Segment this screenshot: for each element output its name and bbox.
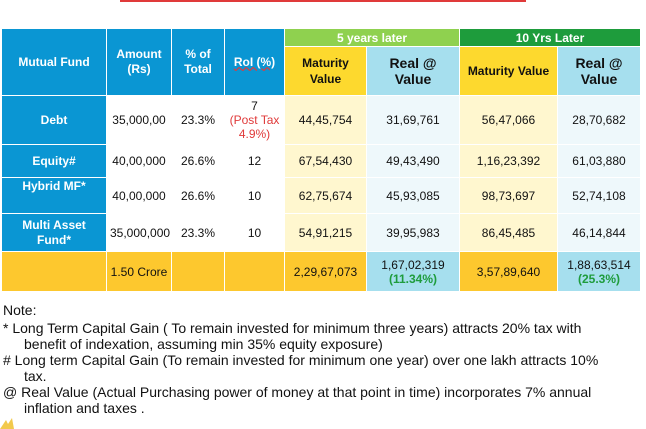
maturity-10y-cell: 98,73,697: [459, 177, 558, 214]
real-10y-cell: 46,14,844: [557, 213, 641, 252]
rol-header-text: RoI (%): [233, 54, 276, 69]
percent-cell: 26.6%: [171, 144, 225, 178]
total-real-10y-value: 1,88,63,514: [567, 257, 631, 272]
fund-column-header: Mutual Fund: [1, 28, 107, 96]
maturity-10y-header: Maturity Value: [459, 46, 558, 96]
rol-cell: 10: [224, 177, 285, 214]
fund-name: Debt: [1, 95, 107, 145]
real-5y-cell: 49,43,490: [366, 144, 460, 178]
fund-name: Hybrid MF*: [1, 177, 107, 214]
real-10y-cell: 52,74,108: [557, 177, 641, 214]
rol-note: (Post Tax 4.9%): [229, 113, 280, 141]
total-real-5y-value: 1,67,02,319: [381, 257, 445, 272]
total-rol-cell: [224, 251, 285, 292]
note-at-line2: inflation and taxes .: [24, 400, 145, 416]
note-at-line1: @ Real Value (Actual Purchasing power of…: [3, 384, 592, 400]
percent-column-header: % of Total: [171, 28, 225, 96]
table-row: Debt 35,000,00 23.3% 7 (Post Tax 4.9%) 4…: [1, 95, 641, 145]
ten-year-group-header: 10 Yrs Later: [459, 28, 641, 47]
total-maturity-10y-cell: 3,57,89,640: [459, 251, 558, 292]
maturity-5y-cell: 62,75,674: [284, 177, 367, 214]
fund-name: Multi Asset Fund*: [1, 213, 107, 252]
total-row: 1.50 Crore 2,29,67,073 1,67,02,319 (11.3…: [1, 251, 641, 292]
real-10y-header: Real @ Value: [557, 46, 641, 96]
real-5y-header: Real @ Value: [366, 46, 460, 96]
percent-cell: 26.6%: [171, 177, 225, 214]
total-percent-cell: [171, 251, 225, 292]
note-star-line2: benefit of indexation, assuming min 35% …: [24, 336, 383, 352]
rol-column-header: RoI (%): [224, 28, 285, 96]
amount-cell: 40,00,000: [106, 177, 172, 214]
amount-column-header: Amount (Rs): [106, 28, 172, 96]
total-real-5y-percent: (11.34%): [388, 271, 438, 286]
table-row: Hybrid MF* 40,00,000 26.6% 10 62,75,674 …: [1, 177, 641, 214]
real-10y-cell: 28,70,682: [557, 95, 641, 145]
percent-cell: 23.3%: [171, 213, 225, 252]
total-amount-cell: 1.50 Crore: [106, 251, 172, 292]
note-hash-line2: tax.: [24, 368, 47, 384]
maturity-5y-cell: 44,45,754: [284, 95, 367, 145]
rol-cell: 7 (Post Tax 4.9%): [224, 95, 285, 145]
total-real-5y-cell: 1,67,02,319 (11.34%): [366, 251, 460, 292]
maturity-10y-cell: 86,45,485: [459, 213, 558, 252]
rol-cell: 10: [224, 213, 285, 252]
total-label-cell: [1, 251, 107, 292]
note-star-line1: * Long Term Capital Gain ( To remain inv…: [3, 320, 582, 336]
maturity-5y-cell: 67,54,430: [284, 144, 367, 178]
five-year-group-header: 5 years later: [284, 28, 460, 47]
table-row: Multi Asset Fund* 35,000,000 23.3% 10 54…: [1, 213, 641, 252]
amount-cell: 40,00,000: [106, 144, 172, 178]
column-header-row: Maturity Value Real @ Value Maturity Val…: [2, 46, 641, 96]
maturity-5y-cell: 54,91,215: [284, 213, 367, 252]
note-hash-line1: # Long term Capital Gain (To remain inve…: [3, 352, 599, 368]
fund-name: Equity#: [1, 144, 107, 178]
real-5y-cell: 31,69,761: [366, 95, 460, 145]
top-red-rule: [120, 0, 526, 2]
notes-title: Note:: [3, 302, 37, 318]
total-real-10y-percent: (25.3%): [577, 271, 621, 286]
real-10y-cell: 61,03,880: [557, 144, 641, 178]
table-row: Equity# 40,00,000 26.6% 12 67,54,430 49,…: [1, 144, 641, 178]
investment-table: Mutual Fund Amount (Rs) % of Total RoI (…: [1, 28, 641, 292]
notes-section: Note: * Long Term Capital Gain ( To rema…: [3, 302, 643, 416]
real-5y-cell: 45,93,085: [366, 177, 460, 214]
total-real-10y-cell: 1,88,63,514 (25.3%): [557, 251, 641, 292]
rol-value: 7: [251, 99, 258, 113]
amount-cell: 35,000,000: [106, 213, 172, 252]
group-header-row: Mutual Fund Amount (Rs) % of Total RoI (…: [1, 28, 641, 96]
real-5y-cell: 39,95,983: [366, 213, 460, 252]
rol-cell: 12: [224, 144, 285, 178]
total-maturity-5y-cell: 2,29,67,073: [284, 251, 367, 292]
maturity-10y-cell: 56,47,066: [459, 95, 558, 145]
amount-cell: 35,000,00: [106, 95, 172, 145]
percent-cell: 23.3%: [171, 95, 225, 145]
maturity-5y-header: Maturity Value: [284, 46, 367, 96]
maturity-10y-cell: 1,16,23,392: [459, 144, 558, 178]
leaf-icon: [0, 418, 14, 429]
